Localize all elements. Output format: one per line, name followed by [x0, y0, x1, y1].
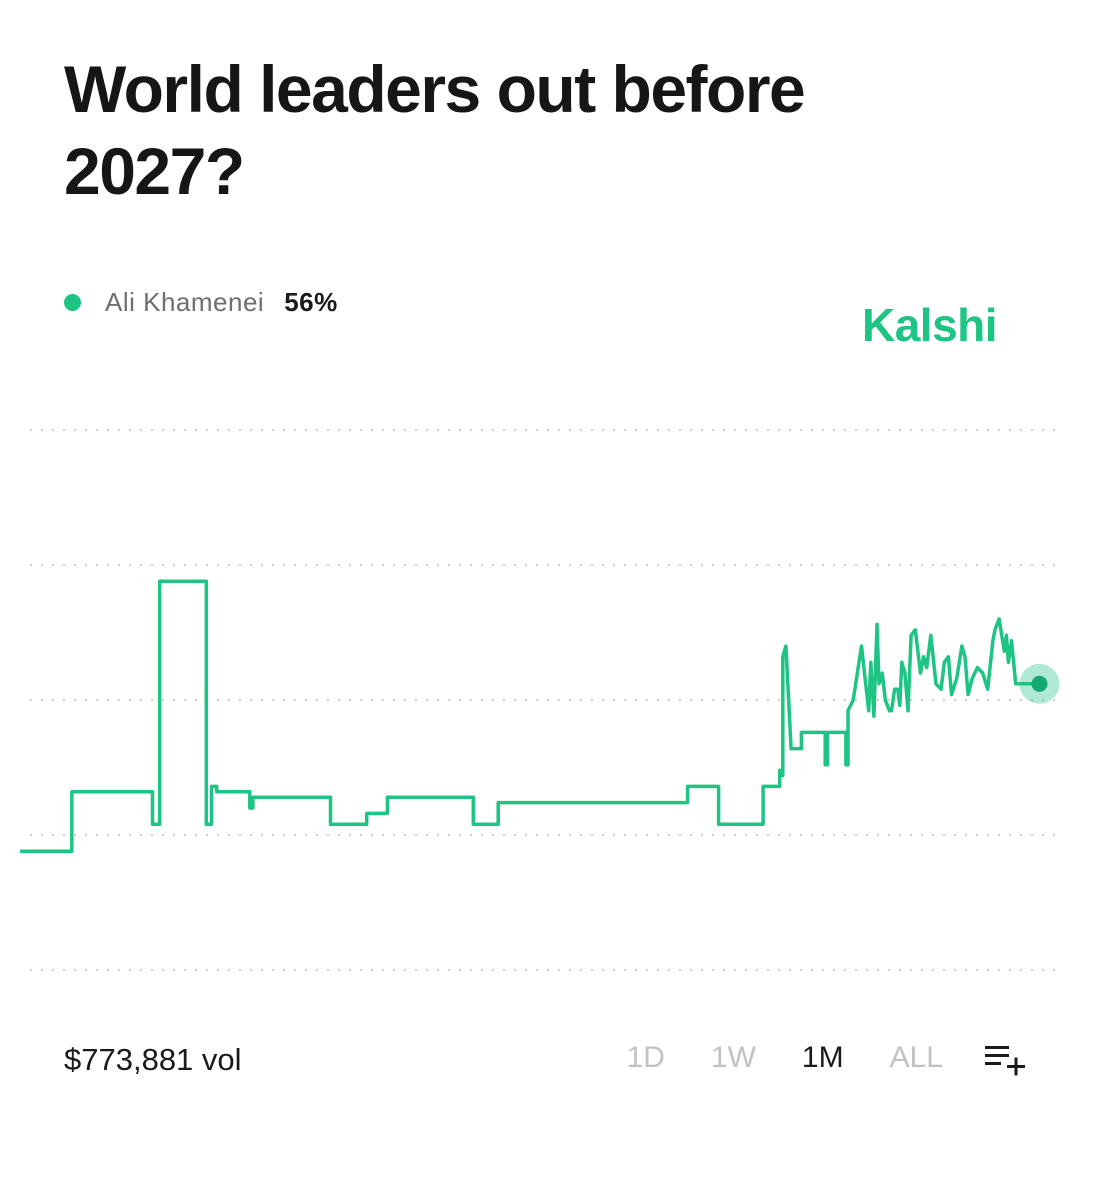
- brand-logo: Kalshi: [862, 299, 998, 351]
- last-point-marker: [1031, 675, 1048, 692]
- range-button-1w[interactable]: 1W: [710, 1041, 756, 1074]
- legend-series-name: Ali Khamenei: [105, 286, 265, 317]
- legend-dot: [64, 293, 81, 311]
- range-button-1d[interactable]: 1D: [626, 1041, 665, 1074]
- list-add-icon[interactable]: [983, 1040, 1027, 1076]
- chart-legend: Ali Khamenei 56%: [64, 282, 338, 322]
- chart-series-layer: [20, 579, 1060, 853]
- page-title: World leaders out before 2027?: [64, 52, 806, 208]
- series-line: [20, 579, 1040, 853]
- price-chart[interactable]: [0, 380, 1107, 1000]
- range-button-all[interactable]: ALL: [889, 1041, 943, 1074]
- time-range-selector: 1D 1W 1M ALL: [581, 1040, 1027, 1076]
- range-button-1m[interactable]: 1M: [801, 1041, 844, 1074]
- volume-label: $773,881 vol: [64, 1042, 242, 1077]
- legend-series-value: 56%: [284, 286, 338, 317]
